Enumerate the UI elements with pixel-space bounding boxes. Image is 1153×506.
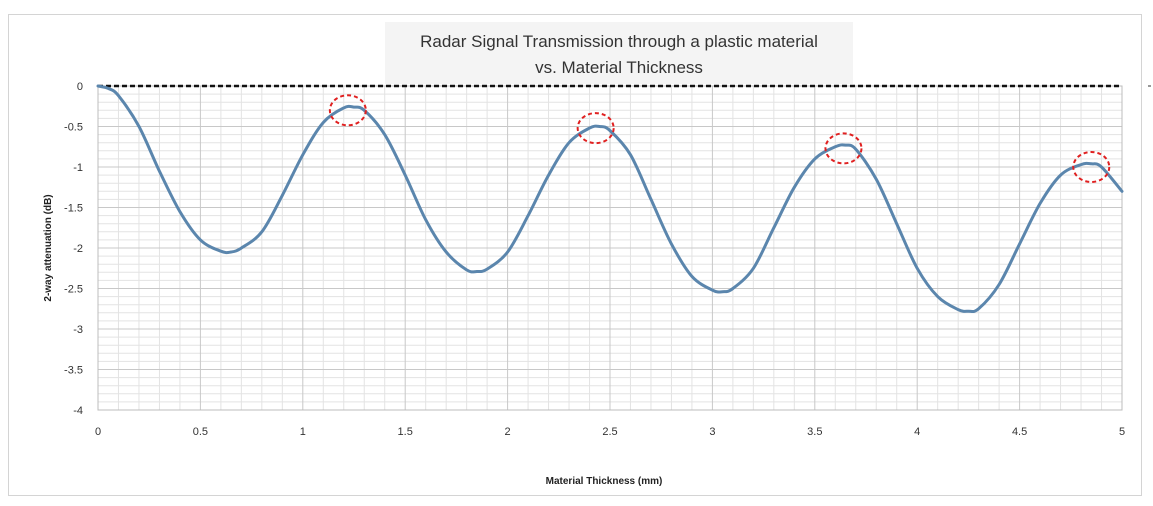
x-tick-label: 0.5 — [193, 426, 208, 438]
x-axis-label: Material Thickness (mm) — [546, 476, 663, 487]
x-tick-label: 4 — [914, 426, 920, 438]
peak-highlight-circle — [824, 132, 863, 165]
peak-highlight-circle — [576, 112, 615, 145]
y-tick-label: -3.5 — [64, 365, 83, 377]
y-tick-label: -4 — [73, 405, 83, 417]
chart-title-line-1: Radar Signal Transmission through a plas… — [420, 32, 818, 51]
y-axis-label: 2-way attenuation (dB) — [43, 194, 54, 301]
series-line — [96, 84, 1124, 314]
x-tick-label: 2 — [505, 426, 511, 438]
x-tick-label: 5 — [1119, 426, 1125, 438]
x-tick-label: 4.5 — [1012, 426, 1027, 438]
y-tick-label: -1.5 — [64, 203, 83, 215]
x-tick-label: 3.5 — [807, 426, 822, 438]
grid — [97, 85, 1123, 411]
y-tick-label: 0 — [77, 81, 83, 93]
y-tick-label: -3 — [73, 324, 83, 336]
series — [96, 84, 1124, 314]
peak-highlight-circle — [1072, 151, 1111, 183]
chart-title-line-2: vs. Material Thickness — [535, 58, 703, 77]
x-tick-label: 1 — [300, 426, 306, 438]
y-tick-label: -2 — [73, 243, 83, 255]
x-tick-label: 0 — [95, 426, 101, 438]
y-tick-label: -1 — [73, 162, 83, 174]
peak-highlight-circle — [328, 94, 367, 127]
tick-labels: 0 0.5 1 1.5 2 2.5 3 3.5 4 4.5 5 0 -0.5 -1 -1.5 -2 -2.5 -3… — [64, 81, 1125, 438]
x-tick-label: 2.5 — [602, 426, 617, 438]
x-tick-label: 3 — [709, 426, 715, 438]
title-background — [385, 22, 853, 84]
y-tick-label: -0.5 — [64, 122, 83, 134]
y-tick-label: -2.5 — [64, 284, 83, 296]
x-tick-label: 1.5 — [398, 426, 413, 438]
highlights — [328, 94, 1111, 183]
